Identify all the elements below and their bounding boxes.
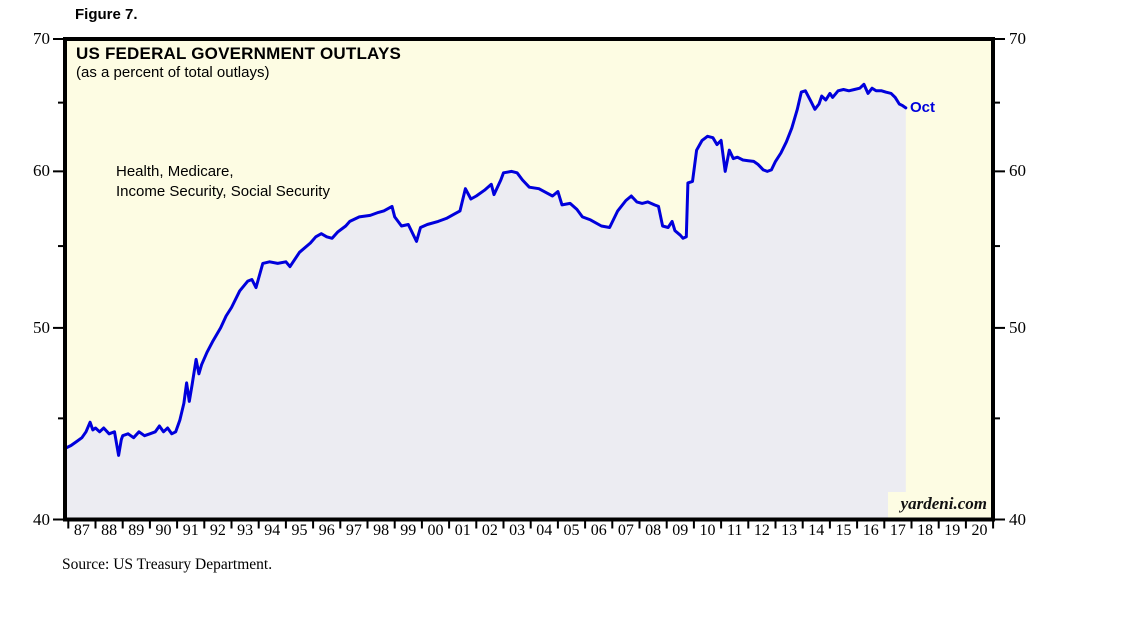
x-axis-label: 00	[427, 522, 444, 539]
x-axis-label: 91	[182, 522, 199, 539]
x-axis-label: 13	[781, 522, 798, 539]
x-axis-label: 94	[264, 522, 281, 539]
y-axis-label-left: 50	[33, 317, 50, 337]
y-axis-label-right: 70	[1009, 29, 1026, 48]
x-axis-label: 97	[345, 522, 362, 539]
x-axis-label: 98	[373, 522, 390, 539]
x-axis-label: 04	[536, 522, 553, 539]
axis-ticks	[53, 38, 1005, 529]
series-annotation-line1: Health, Medicare,	[116, 163, 234, 180]
watermark: yardeni.com	[900, 494, 987, 513]
x-axis-label: 96	[318, 522, 335, 539]
y-axis-label-left: 60	[33, 161, 50, 181]
chart-title: US FEDERAL GOVERNMENT OUTLAYS	[76, 44, 402, 63]
x-axis-label: 03	[509, 522, 526, 539]
x-axis-label: 89	[128, 522, 145, 539]
y-axis-label-right: 50	[1009, 317, 1026, 337]
y-axis-label-left: 70	[33, 29, 50, 48]
x-axis-label: 15	[835, 522, 852, 539]
series-annotation: Health, Medicare, Income Security, Socia…	[116, 162, 330, 202]
x-axis-label: 16	[862, 522, 879, 539]
x-axis-label: 06	[590, 522, 607, 539]
area-fill	[66, 84, 906, 519]
x-axis-label: 14	[808, 522, 825, 539]
plot-border	[63, 37, 995, 522]
x-axis-label: 09	[672, 522, 689, 539]
y-axis-label-left: 40	[33, 509, 50, 529]
x-axis-label: 07	[617, 522, 634, 539]
last-point-label: Oct	[910, 99, 936, 116]
y-axis-label-right: 40	[1009, 509, 1026, 529]
x-axis-label: 05	[563, 522, 580, 539]
x-axis-label: 10	[699, 522, 716, 539]
x-axis-label: 93	[237, 522, 254, 539]
chart-subtitle: (as a percent of total outlays)	[76, 64, 270, 81]
x-axis-label: 17	[889, 522, 906, 539]
x-axis-label: 92	[209, 522, 226, 539]
x-axis-label: 11	[726, 522, 743, 539]
x-axis-label: 99	[400, 522, 417, 539]
x-axis-label: 19	[944, 522, 961, 539]
x-axis-label: 02	[481, 522, 498, 539]
x-axis-label: 18	[917, 522, 934, 539]
x-axis-label: 90	[155, 522, 172, 539]
source-note: Source: US Treasury Department.	[62, 556, 273, 573]
data-line	[65, 82, 908, 457]
x-axis-label: 95	[291, 522, 308, 539]
x-axis-label: 12	[753, 522, 770, 539]
series-annotation-line2: Income Security, Social Security	[116, 183, 330, 200]
x-axis-label: 01	[454, 522, 471, 539]
x-axis-label: 20	[971, 522, 988, 539]
figure-label: Figure 7.	[75, 6, 138, 23]
x-axis-label: 08	[645, 522, 662, 539]
watermark-background-patch	[888, 492, 991, 518]
x-axis-label: 87	[73, 522, 90, 539]
y-axis-label-right: 60	[1009, 161, 1026, 181]
x-axis-label: 88	[101, 522, 118, 539]
